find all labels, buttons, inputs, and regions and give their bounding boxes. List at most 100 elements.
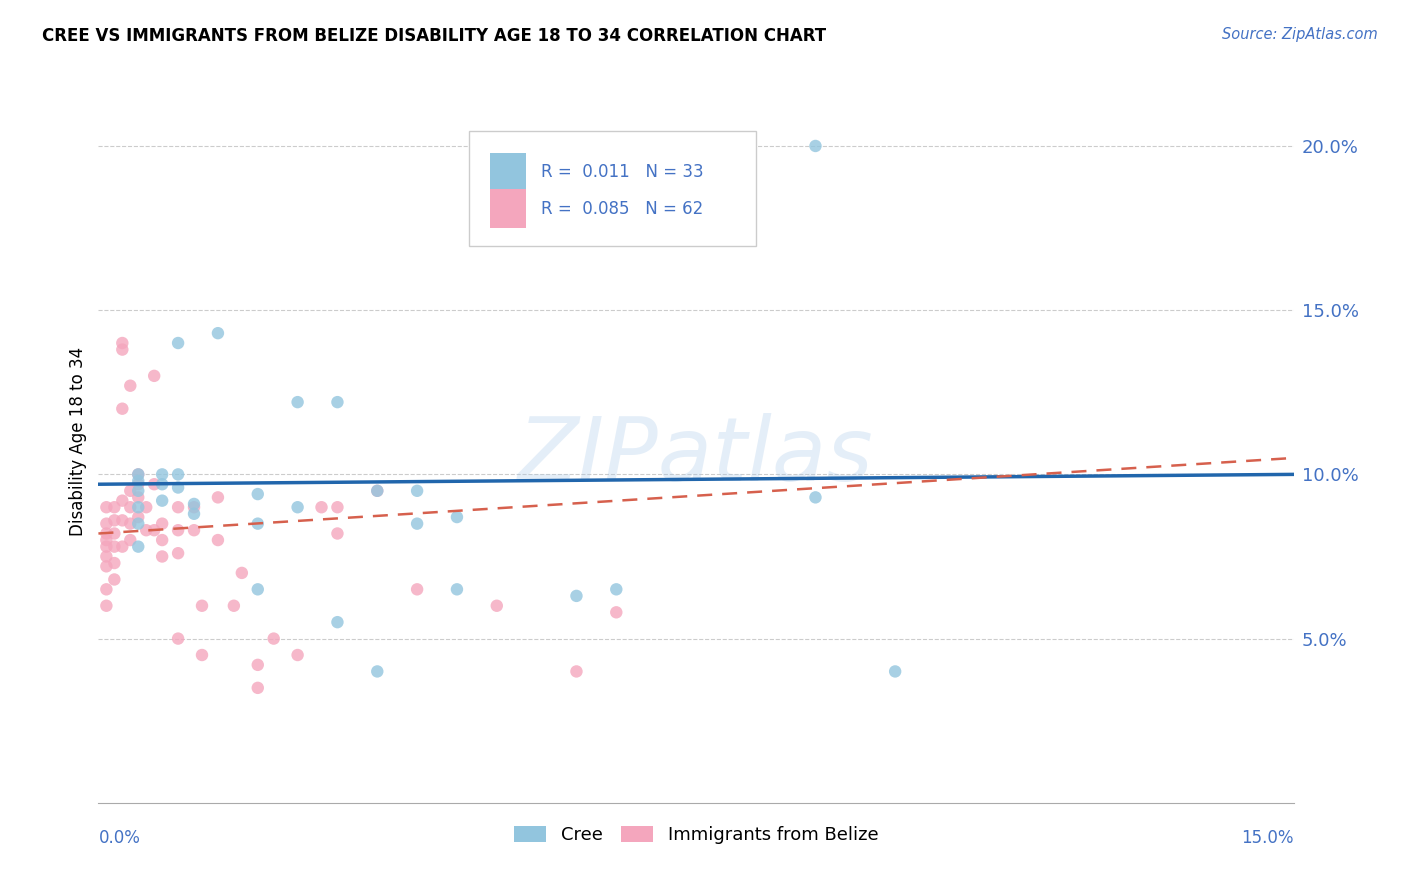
Point [167,481,190,495]
Point [111,343,134,357]
Point [127,477,149,491]
Point [120,533,142,547]
Point [127,467,149,482]
Point [183,523,205,537]
Point [120,378,142,392]
Point [605,582,627,597]
Point [366,665,388,679]
Point [183,497,205,511]
Point [103,500,125,515]
Point [135,500,157,515]
Point [127,467,149,482]
Point [804,491,827,505]
Text: CREE VS IMMIGRANTS FROM BELIZE DISABILITY AGE 18 TO 34 CORRELATION CHART: CREE VS IMMIGRANTS FROM BELIZE DISABILIT… [42,27,827,45]
Point [120,516,142,531]
Point [167,467,190,482]
Point [231,566,253,580]
Point [103,573,125,587]
Point [246,516,269,531]
Point [326,500,349,515]
Point [167,546,190,560]
Text: Source: ZipAtlas.com: Source: ZipAtlas.com [1222,27,1378,42]
Point [150,477,173,491]
Point [605,605,627,619]
Text: R =  0.085   N = 62: R = 0.085 N = 62 [541,200,703,218]
Text: 0.0%: 0.0% [98,829,141,847]
Point [96,540,118,554]
Point [96,549,118,564]
Point [326,615,349,630]
Point [111,336,134,351]
Point [127,540,149,554]
Point [150,467,173,482]
Point [884,665,907,679]
FancyBboxPatch shape [491,153,526,193]
Point [143,477,166,491]
Point [103,556,125,570]
FancyBboxPatch shape [470,131,756,246]
Point [326,395,349,409]
Point [246,657,269,672]
Point [565,665,588,679]
Point [207,491,229,505]
Text: ZIPatlas: ZIPatlas [519,413,873,499]
Point [287,500,309,515]
Point [191,599,214,613]
Point [804,139,827,153]
FancyBboxPatch shape [491,188,526,228]
Point [446,582,468,597]
Point [167,500,190,515]
Point [150,533,173,547]
Point [96,533,118,547]
Point [96,599,118,613]
Point [96,500,118,515]
Point [127,474,149,488]
Point [366,483,388,498]
Point [103,526,125,541]
Point [103,540,125,554]
Y-axis label: Disability Age 18 to 34: Disability Age 18 to 34 [69,347,87,536]
Point [183,507,205,521]
Point [191,648,214,662]
Point [446,510,468,524]
Point [127,483,149,498]
Point [150,516,173,531]
Point [406,516,429,531]
Point [246,681,269,695]
Point [366,483,388,498]
Point [96,516,118,531]
Point [120,483,142,498]
Point [103,513,125,527]
Point [143,523,166,537]
Point [111,493,134,508]
Point [246,487,269,501]
Point [287,648,309,662]
Point [120,500,142,515]
Point [406,582,429,597]
Point [565,589,588,603]
Point [150,549,173,564]
Point [127,491,149,505]
Point [111,401,134,416]
Text: R =  0.011   N = 33: R = 0.011 N = 33 [541,163,703,181]
Legend: Cree, Immigrants from Belize: Cree, Immigrants from Belize [506,819,886,852]
Point [167,632,190,646]
Point [183,500,205,515]
Point [127,510,149,524]
Point [485,599,508,613]
Text: 15.0%: 15.0% [1241,829,1294,847]
Point [311,500,333,515]
Point [150,493,173,508]
Point [222,599,245,613]
Point [143,368,166,383]
Point [96,582,118,597]
Point [96,559,118,574]
Point [246,582,269,597]
Point [326,526,349,541]
Point [111,513,134,527]
Point [263,632,285,646]
Point [207,326,229,340]
Point [96,526,118,541]
Point [167,336,190,351]
Point [287,395,309,409]
